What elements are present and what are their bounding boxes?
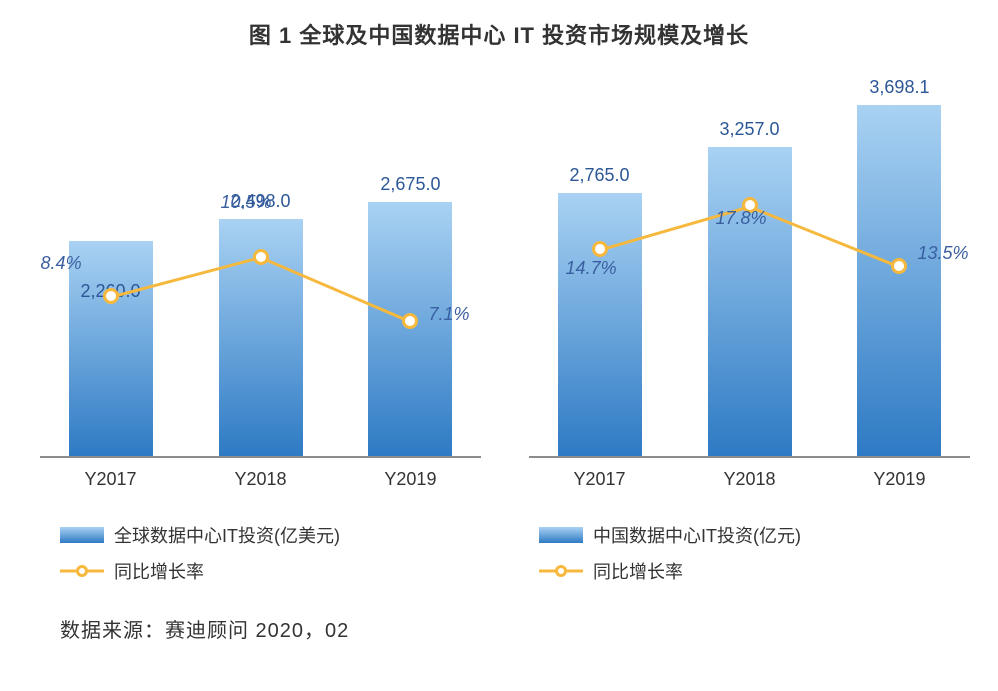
chart-right: 2,765.0 Y2017 14.7% 3,257.0 Y2018 17.8% 3,698.… <box>499 58 988 518</box>
bar: 2,765.0 <box>558 193 642 456</box>
x-tick-label: Y2017 <box>85 469 137 490</box>
chart-left: 2,260.0Y20178.4%2,498.0Y201810.5%2,675.0… <box>10 58 499 518</box>
bar-value-label: 3,257.0 <box>719 119 779 140</box>
line-swatch-icon <box>539 563 583 579</box>
growth-pct-label: 13.5% <box>917 243 968 264</box>
bar-value-label: 2,675.0 <box>380 174 440 195</box>
line-marker <box>103 288 119 304</box>
plot-area-left: 2,260.0Y20178.4%2,498.0Y201810.5%2,675.0… <box>40 78 481 458</box>
legend-right: 中国数据中心IT投资(亿元) 同比增长率 <box>499 522 978 594</box>
bar-value-label: 2,765.0 <box>570 165 630 186</box>
data-source: 数据来源：赛迪顾问 2020，02 <box>0 614 998 643</box>
growth-pct-label: 10.5% <box>221 192 272 213</box>
legend-bar-label: 全球数据中心IT投资(亿美元) <box>114 522 340 548</box>
legend-row: 全球数据中心IT投资(亿美元) 同比增长率 中国数据中心IT投资(亿元) 同比增… <box>0 522 998 594</box>
line-marker <box>253 249 269 265</box>
growth-pct-label: 8.4% <box>41 253 82 274</box>
bar-swatch-icon <box>539 527 583 543</box>
bar: 3,257.0 <box>708 147 792 456</box>
growth-pct-label: 17.8% <box>716 208 767 229</box>
line-marker <box>891 258 907 274</box>
growth-pct-label: 14.7% <box>566 258 617 279</box>
line-marker <box>402 313 418 329</box>
legend-left: 全球数据中心IT投资(亿美元) 同比增长率 <box>20 522 499 594</box>
legend-line-right: 同比增长率 <box>539 558 978 584</box>
legend-bar-left: 全球数据中心IT投资(亿美元) <box>60 522 499 548</box>
legend-line-left: 同比增长率 <box>60 558 499 584</box>
bar: 3,698.1 <box>857 105 941 456</box>
x-tick-label: Y2017 <box>574 469 626 490</box>
x-tick-label: Y2018 <box>723 469 775 490</box>
growth-pct-label: 7.1% <box>428 304 469 325</box>
charts-container: 2,260.0Y20178.4%2,498.0Y201810.5%2,675.0… <box>0 58 998 518</box>
x-tick-label: Y2019 <box>384 469 436 490</box>
line-marker <box>592 241 608 257</box>
x-tick-label: Y2018 <box>234 469 286 490</box>
legend-bar-label: 中国数据中心IT投资(亿元) <box>593 522 801 548</box>
bar-value-label: 3,698.1 <box>869 77 929 98</box>
bar-swatch-icon <box>60 527 104 543</box>
plot-area-right: 2,765.0Y201714.7%3,257.0Y201817.8%3,698.… <box>529 78 970 458</box>
x-tick-label: Y2019 <box>873 469 925 490</box>
legend-line-label: 同比增长率 <box>114 558 204 584</box>
legend-bar-right: 中国数据中心IT投资(亿元) <box>539 522 978 548</box>
line-swatch-icon <box>60 563 104 579</box>
legend-line-label: 同比增长率 <box>593 558 683 584</box>
chart-title: 图 1 全球及中国数据中心 IT 投资市场规模及增长 <box>0 0 998 58</box>
